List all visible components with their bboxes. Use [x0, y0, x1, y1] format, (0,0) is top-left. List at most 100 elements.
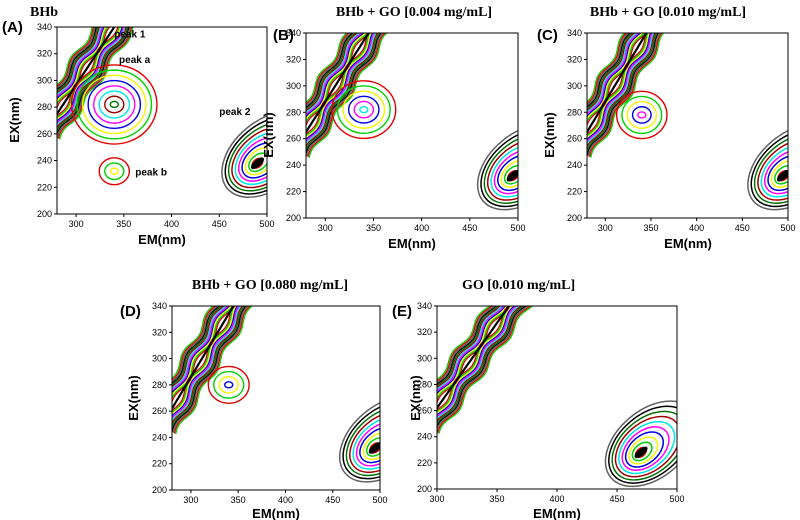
panel-A-peak-a-contour: [109, 100, 119, 109]
panel-A-peak2-contour: [231, 126, 267, 189]
panel-A-title: BHb: [30, 5, 58, 20]
panel-E-contours: [437, 306, 677, 488]
panel-D-ytick-label: 240: [152, 432, 167, 442]
panel-A-peak2-contour: [221, 111, 267, 198]
panel-B-scatter-contour: [306, 33, 361, 114]
panel-E-ytick-label: 340: [417, 301, 432, 311]
panel-A-scatter-contour: [57, 27, 106, 100]
panel-C-letter: (C): [537, 27, 558, 44]
panel-B-xtick-label: 400: [414, 223, 429, 233]
panel-C-xtick-label: 350: [643, 223, 658, 233]
panel-C-scatter-contour: [587, 33, 634, 110]
panel-E-peak2-contour: [608, 405, 677, 484]
panel-D-peak-a-contour: [207, 365, 250, 404]
panel-D-scatter-contour: [172, 306, 244, 425]
panel-E-scatter-contour: [437, 306, 530, 433]
panel-C-scatter-contour: [587, 33, 636, 112]
panel-D-ytick-label: 260: [152, 406, 167, 416]
panel-C-peak2-contour: [767, 154, 788, 192]
panel-E-ytick-label: 280: [417, 379, 432, 389]
panel-D-scatter-contour: [172, 306, 239, 417]
panel-C-ytick-label: 320: [567, 54, 582, 64]
panel-A-peak2-contour: [234, 131, 267, 186]
panel-C-scatter-contour: [587, 33, 632, 108]
panel-E-ytick-label: 320: [417, 327, 432, 337]
panel-D-scatter-contour: [172, 306, 223, 386]
panel-A: (A) BHb EM(nm) EX(nm) 300 350 400 450 500 200…: [2, 5, 275, 247]
panel-B-scatter-contour: [306, 33, 367, 121]
panel-E-peak2-contour: [604, 400, 677, 488]
panel-D-frame: [171, 305, 381, 491]
panel-C-peak-a-contour: [637, 111, 647, 119]
panel-B-peak2-contour: [497, 154, 518, 192]
panel-E-scatter-contour: [437, 306, 525, 425]
panel-A-peak-a-contour: [87, 79, 142, 130]
panel-B-peak2-contour: [476, 123, 518, 211]
panel-B-scatter-contour: [306, 33, 350, 105]
panel-E-scatter-contour: [437, 306, 508, 398]
panel-B-scatter-contour: [306, 33, 369, 135]
panel-A-scatter-contour: [57, 27, 122, 120]
panel-D-scatter-contour: [172, 306, 236, 405]
panel-D-xtick-label: 500: [372, 495, 387, 505]
panel-E-ytick-label: 200: [417, 484, 432, 494]
panel-E-peak2-contour: [614, 415, 677, 478]
panel-E-scatter-contour: [437, 306, 501, 389]
panel-C-peak-a-contour: [631, 106, 652, 124]
panel-B-scatter-core: [306, 33, 370, 135]
panel-A-scatter-contour: [57, 27, 102, 96]
panel-D-scatter-contour: [172, 306, 234, 400]
panel-B-ytick-label: 240: [286, 160, 301, 170]
panel-A-scatter-contour: [57, 27, 93, 86]
panel-C-ylabel: EX(nm): [542, 112, 557, 158]
panel-B-scatter-contour: [306, 33, 355, 109]
panel-C-xtick-label: 300: [598, 223, 613, 233]
panel-A-annotation: peak b: [135, 167, 167, 178]
panel-C-scatter-contour: [587, 33, 646, 124]
panel-C-peak2-contour: [750, 128, 788, 208]
panel-D-scatter-contour: [172, 306, 234, 412]
panel-B-ytick-label: 220: [286, 187, 301, 197]
panel-D-peak2-contour: [355, 421, 380, 467]
panel-D-peak2-contour: [365, 437, 380, 457]
panel-A-peak-a-contour: [98, 90, 131, 119]
panel-B-scatter-contour: [306, 33, 365, 118]
panel-B-scatter-contour: [306, 33, 375, 143]
panel-B-xtick-label: 500: [510, 223, 525, 233]
panel-E-scatter-contour: [437, 306, 514, 414]
panel-A-letter: (A): [2, 19, 23, 36]
panel-D-ytick-label: 300: [152, 354, 167, 364]
panel-D-scatter-contour: [172, 306, 232, 397]
panel-E-xtick-label: 400: [549, 494, 564, 504]
panel-A-scatter-contour: [57, 27, 120, 119]
panel-B-scatter-contour: [307, 33, 386, 158]
panel-A-peak-a-contour: [104, 95, 125, 114]
panel-E-xtick-label: 500: [669, 494, 684, 504]
panel-C-scatter-contour: [587, 33, 630, 107]
panel-C-peak2-core: [776, 169, 788, 182]
panel-C-scatter-contour: [587, 33, 653, 143]
panel-D-peak-a-contour: [224, 381, 234, 389]
panel-B-xtick-label: 300: [318, 223, 333, 233]
panel-E-ylabel: EX(nm): [408, 375, 423, 421]
panel-C-scatter-contour: [587, 33, 647, 135]
panel-A-ytick-label: 240: [37, 156, 52, 166]
panel-D-contours: [172, 306, 380, 483]
panel-E-peak2-contour: [624, 431, 665, 468]
panel-E-ytick-label: 260: [417, 406, 432, 416]
panel-A-peak2-contour: [237, 136, 267, 182]
panel-D-ytick-label: 200: [152, 485, 167, 495]
panel-B-peak-a-contour: [336, 85, 391, 135]
panel-A-frame: [56, 26, 268, 215]
panel-C-peak2-contour: [770, 159, 788, 188]
panel-B-ylabel: EX(nm): [261, 112, 276, 158]
panel-C-scatter-contour: [587, 33, 656, 149]
panel-B-letter: (B): [273, 27, 294, 44]
panel-C-peak2-contour: [763, 149, 788, 195]
panel-D-peak2-contour: [352, 416, 380, 470]
panel-C-peak2-contour: [747, 123, 788, 211]
panel-C-title: BHb + GO [0.010 mg/mL]: [590, 5, 746, 20]
panel-A-peak2-core: [250, 157, 264, 170]
panel-A-peak2-contour: [241, 142, 267, 179]
panel-B-frame: [305, 32, 519, 219]
